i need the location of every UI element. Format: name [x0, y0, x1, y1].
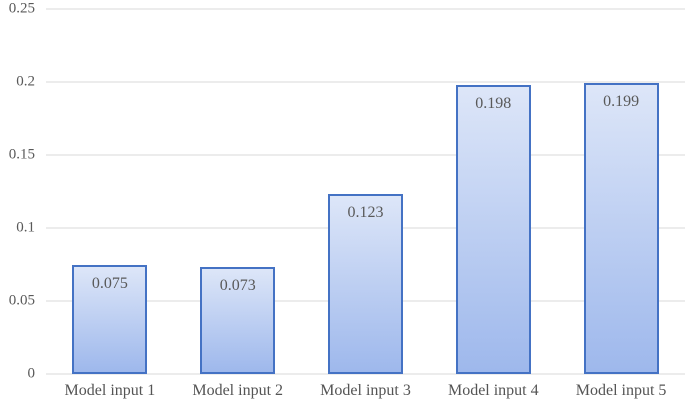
y-tick-label: 0.15 — [8, 146, 35, 163]
bar: 0.198 — [455, 84, 531, 374]
bar: 0.075 — [72, 264, 148, 374]
gridline — [46, 81, 685, 83]
gridline — [46, 373, 685, 375]
y-tick-label: 0.1 — [16, 219, 35, 236]
gridline — [46, 154, 685, 156]
x-category-label: Model input 1 — [64, 382, 156, 399]
x-axis-labels: Model input 1 Model input 2 Model input 3 M… — [46, 374, 685, 406]
plot-area: 0.075 0.073 0.123 0.198 0.199 — [46, 8, 685, 375]
x-category-label: Model input 3 — [320, 382, 411, 399]
bar-value-label: 0.075 — [91, 274, 128, 292]
x-category-label: Model input 2 — [192, 382, 284, 399]
y-tick-label: 0.2 — [16, 73, 35, 90]
x-category-label: Model input 5 — [575, 382, 667, 399]
y-tick-label: 0 — [27, 365, 36, 382]
bars-layer: 0.075 0.073 0.123 0.198 0.199 — [46, 9, 685, 374]
bar: 0.199 — [583, 83, 659, 374]
bar: 0.073 — [200, 267, 276, 374]
bar-value-label: 0.123 — [347, 204, 384, 222]
gridline — [46, 8, 685, 10]
bar-value-label: 0.198 — [475, 94, 512, 112]
y-axis-labels: 0 0.05 0.1 0.15 0.2 0.25 — [0, 1, 35, 381]
y-tick-label: 0.05 — [8, 292, 35, 309]
bar-value-label: 0.199 — [603, 93, 640, 111]
bar-value-label: 0.073 — [219, 277, 256, 295]
bar: 0.123 — [328, 194, 403, 374]
y-tick-label: 0.25 — [8, 0, 35, 17]
x-category-label: Model input 4 — [447, 382, 539, 399]
